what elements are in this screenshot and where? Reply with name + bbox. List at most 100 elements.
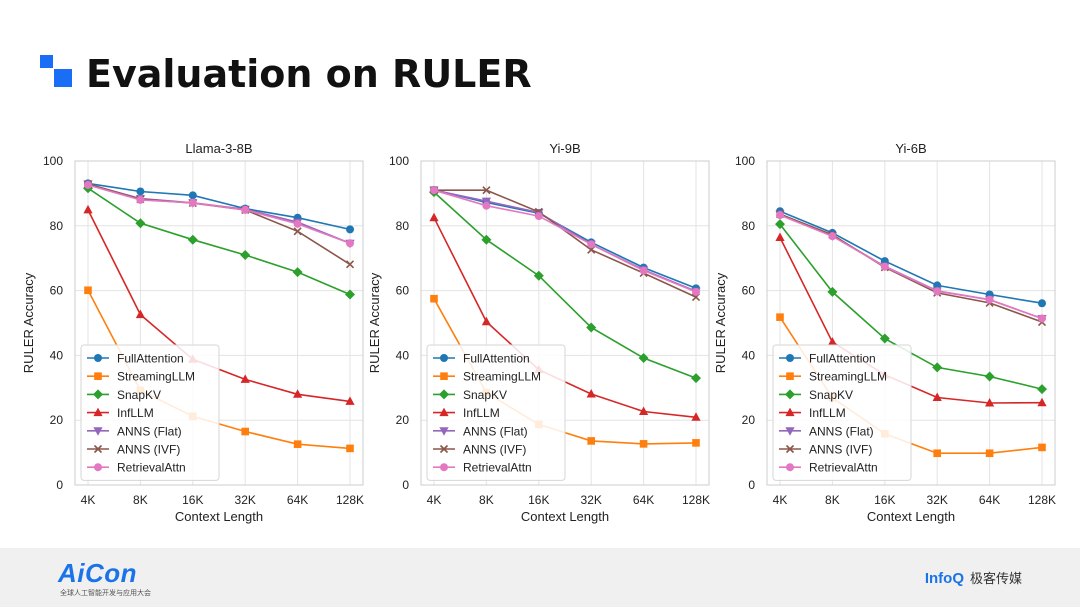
- series-line: [87, 184, 351, 245]
- y-tick-label: 60: [396, 284, 410, 298]
- data-point: [1038, 443, 1046, 452]
- legend-label: StreamingLLM: [463, 370, 541, 384]
- data-point: [692, 439, 700, 447]
- chart-title: Yi-6B: [895, 141, 926, 156]
- data-point: [345, 289, 355, 300]
- legend-marker: [785, 407, 795, 417]
- data-point: [692, 287, 700, 296]
- legend-entry: SnapKV: [87, 388, 161, 402]
- data-point: [639, 440, 648, 448]
- legend-label: SnapKV: [117, 388, 161, 402]
- data-point: [346, 225, 354, 234]
- legend-entry: InfLLM: [87, 406, 154, 420]
- legend-entry: InfLLM: [779, 406, 846, 420]
- infoq-text: 极客传媒: [969, 571, 1022, 586]
- data-point: [638, 352, 649, 363]
- data-point: [136, 187, 145, 196]
- data-point: [240, 374, 250, 383]
- data-point: [293, 389, 303, 398]
- data-point: [293, 227, 302, 236]
- legend-label: StreamingLLM: [117, 370, 195, 384]
- footer-bar: AiCon 全球人工智能开发与应用大会 InfoQ 极客传媒: [0, 548, 1080, 607]
- data-point: [482, 186, 491, 195]
- legend-marker: [439, 389, 449, 400]
- legend-entry: ANNS (IVF): [779, 443, 872, 457]
- x-tick-label: 8K: [479, 493, 494, 507]
- data-point: [985, 398, 995, 407]
- data-point: [534, 212, 543, 221]
- x-tick-label: 8K: [825, 493, 840, 507]
- data-point: [346, 239, 354, 248]
- x-tick-label: 32K: [235, 493, 256, 507]
- legend-entry: ANNS (Flat): [779, 424, 874, 438]
- aicon-subtitle: 全球人工智能开发与应用大会: [60, 590, 151, 597]
- legend-label: ANNS (IVF): [463, 443, 526, 457]
- series-line: [87, 182, 351, 231]
- x-axis-label: Context Length: [867, 509, 955, 524]
- series-retrievalattn: [430, 186, 700, 296]
- legend-label: StreamingLLM: [809, 370, 887, 384]
- legend-entry: RetrievalAttn: [779, 461, 878, 475]
- data-point: [827, 286, 838, 297]
- legend-marker: [439, 444, 449, 454]
- slide-logo-icon: [40, 55, 74, 89]
- legend-marker: [93, 407, 103, 417]
- legend-entry: SnapKV: [433, 388, 507, 402]
- series-line: [779, 214, 1043, 320]
- series-retrievalattn: [776, 211, 1046, 323]
- y-axis-label: RULER Accuracy: [21, 272, 36, 373]
- x-tick-label: 4K: [427, 493, 442, 507]
- legend-entry: StreamingLLM: [87, 370, 195, 384]
- data-point: [293, 219, 302, 228]
- data-point: [1038, 314, 1046, 323]
- x-tick-label: 16K: [182, 493, 203, 507]
- y-tick-label: 80: [50, 219, 64, 233]
- data-point: [346, 444, 354, 453]
- data-point: [828, 232, 837, 241]
- legend-label: ANNS (IVF): [117, 443, 180, 457]
- legend-marker: [94, 354, 102, 362]
- legend-box: [426, 344, 566, 481]
- y-tick-label: 20: [396, 413, 410, 427]
- data-point: [827, 337, 837, 346]
- data-point: [481, 234, 492, 245]
- plot-border: [74, 160, 364, 486]
- legend-entry: InfLLM: [433, 406, 500, 420]
- legend-label: ANNS (Flat): [809, 424, 874, 438]
- data-point: [1037, 397, 1047, 407]
- data-point: [933, 287, 942, 296]
- legend-marker: [93, 389, 103, 400]
- data-point: [1038, 299, 1046, 308]
- legend-entry: ANNS (IVF): [87, 443, 180, 457]
- data-point: [135, 218, 146, 229]
- chart-title: Yi-9B: [549, 141, 580, 156]
- data-point: [933, 281, 942, 290]
- legend-entry: SnapKV: [779, 388, 853, 402]
- data-point: [292, 267, 303, 278]
- y-tick-label: 80: [742, 219, 756, 233]
- data-point: [776, 313, 784, 321]
- slide-title: Evaluation on RULER: [86, 52, 532, 96]
- legend-marker: [786, 372, 794, 380]
- legend-box: [772, 344, 912, 481]
- plot-border: [766, 160, 1056, 486]
- legend-label: RetrievalAttn: [809, 461, 878, 475]
- x-tick-label: 32K: [927, 493, 948, 507]
- data-point: [587, 437, 595, 445]
- y-tick-label: 100: [43, 154, 63, 168]
- x-tick-label: 64K: [979, 493, 1000, 507]
- legend-label: SnapKV: [463, 388, 507, 402]
- legend-label: RetrievalAttn: [117, 461, 186, 475]
- charts-area: 0 20 40 60 80 100 4K 8K 16K 32K 64K 128K Llama-3-8B C…: [21, 141, 1056, 524]
- x-tick-label: 4K: [773, 493, 788, 507]
- data-point: [586, 388, 596, 398]
- legend: FullAttention StreamingLLM SnapKV InfLLM ANN…: [772, 344, 912, 481]
- data-point: [775, 219, 785, 230]
- legend-entry: RetrievalAttn: [433, 461, 532, 475]
- aicon-logo: AiCon: [58, 558, 138, 588]
- chart-yi-6b: 0 20 40 60 80 100 4K 8K 16K 32K 64K 128K Yi-6B Contex…: [713, 141, 1056, 524]
- data-point: [345, 396, 355, 405]
- x-tick-label: 16K: [874, 493, 895, 507]
- data-point: [430, 186, 438, 195]
- data-point: [533, 270, 544, 281]
